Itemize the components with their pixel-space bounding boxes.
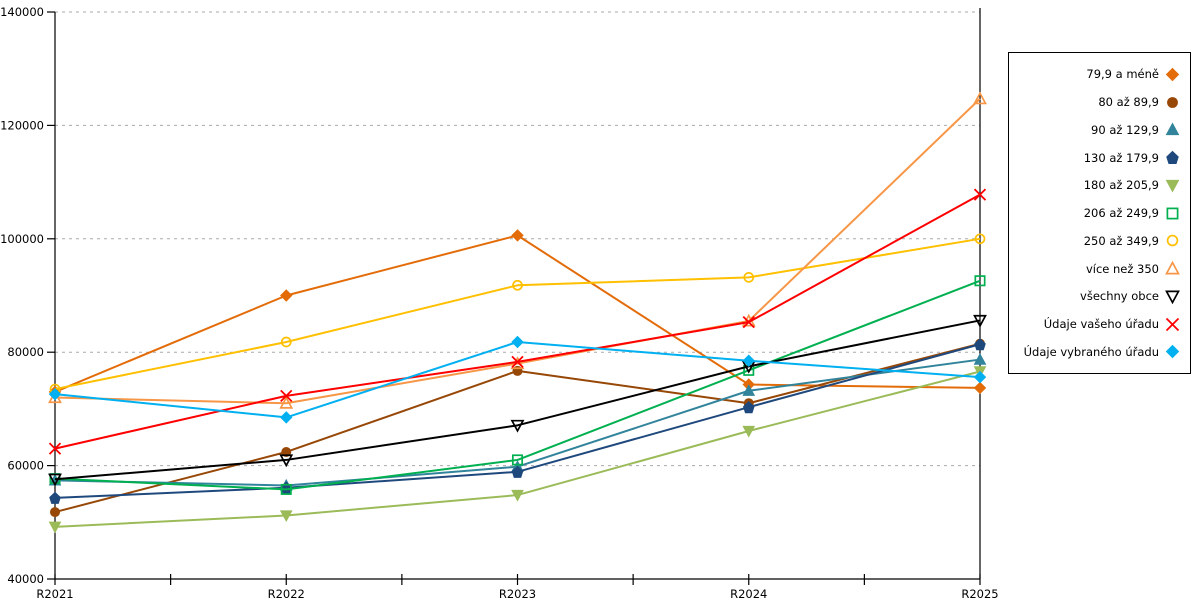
y-tick-label: 60000: [7, 459, 44, 473]
data-point-marker: [280, 336, 292, 348]
data-point-marker: [510, 419, 525, 433]
y-tick-label: 140000: [0, 5, 44, 19]
data-point-marker: [512, 279, 523, 291]
data-point-marker: [280, 481, 293, 494]
triangle-down-marker-icon: [1165, 179, 1180, 193]
axes: 40000 60000 80000 100000 120000 140000 R2021 R2…: [0, 5, 999, 600]
data-point-marker: [511, 489, 524, 502]
series-9: [48, 188, 987, 455]
series-line: [54, 279, 981, 491]
data-point-marker: [743, 271, 755, 283]
series-line: [54, 237, 981, 391]
legend-item-7: více než 350: [1009, 260, 1190, 277]
data-point-marker: [511, 335, 524, 349]
data-point-marker: [280, 411, 293, 424]
legend-item-9: Údaje vašeho úřadu: [1009, 316, 1190, 333]
data-point-marker: [973, 381, 987, 395]
legend-item-label: více než 350: [1085, 261, 1159, 276]
data-point-marker: [742, 354, 755, 367]
data-point-marker: [48, 387, 62, 401]
legend-item-0: 79,9 a méně: [1009, 66, 1190, 83]
x-tick-label: R2022: [268, 587, 305, 600]
data-point-marker: [974, 275, 986, 287]
data-point-marker: [742, 316, 755, 329]
data-point-marker: [280, 289, 293, 302]
data-point-marker: [974, 233, 986, 245]
data-point-marker: [973, 188, 987, 201]
circle-marker-icon: [1167, 96, 1178, 108]
legend: 79,9 a méně 80 až 89,9 90 až 129,9 130 až 1…: [1008, 52, 1191, 374]
data-point-marker: [49, 507, 61, 518]
triangle-up-marker-icon: [1165, 122, 1180, 136]
data-point-marker: [511, 355, 524, 368]
legend-item-2: 90 až 129,9: [1009, 121, 1190, 138]
x-tick-label: R2021: [36, 587, 73, 600]
data-point-marker: [973, 370, 987, 384]
series-10: [48, 335, 987, 424]
data-point-marker: [280, 483, 292, 495]
data-point-marker: [279, 510, 293, 523]
series-3: [49, 338, 986, 504]
pentagon-marker-icon: [1166, 150, 1179, 164]
legend-item-label: 180 až 205,9: [1083, 178, 1159, 193]
data-point-marker: [279, 454, 294, 468]
y-tick-label: 100000: [0, 232, 44, 246]
legend-item-4: 180 až 205,9: [1009, 177, 1190, 194]
legend-item-label: 206 až 249,9: [1083, 206, 1159, 220]
x-tick-label: R2025: [961, 587, 998, 600]
legend-item-10: Údaje vybraného úřadu: [1009, 343, 1190, 360]
x-tick-label: R2023: [499, 587, 536, 600]
data-point-marker: [742, 425, 756, 438]
series-6: [49, 233, 986, 395]
series-line: [54, 370, 981, 528]
data-point-marker: [973, 314, 987, 328]
y-tick-label: 120000: [0, 118, 44, 132]
legend-item-6: 250 až 349,9: [1009, 232, 1190, 249]
legend-item-label: 90 až 129,9: [1091, 122, 1159, 137]
diamond-marker-icon: [1165, 67, 1180, 81]
triangle-down-marker-icon: [1165, 290, 1180, 305]
data-point-marker: [48, 442, 62, 455]
series-4: [48, 366, 987, 534]
data-point-marker: [48, 521, 62, 534]
legend-item-label: Údaje vašeho úřadu: [1043, 317, 1159, 331]
square-marker-icon: [1166, 207, 1179, 219]
y-tick-label: 80000: [7, 345, 44, 359]
legend-item-3: 130 až 179,9: [1009, 149, 1190, 166]
series-line: [54, 319, 981, 481]
x-marker-icon: [1165, 317, 1180, 331]
circle-marker-icon: [1166, 234, 1179, 247]
legend-item-8: všechny obce: [1009, 288, 1190, 305]
legend-item-label: 79,9 a méně: [1086, 67, 1159, 82]
data-point-marker: [48, 473, 62, 487]
data-point-marker: [280, 389, 293, 402]
legend-item-label: všechny obce: [1080, 289, 1159, 304]
data-point-marker: [973, 353, 987, 365]
data-point-marker: [279, 395, 294, 409]
data-point-marker: [511, 465, 524, 478]
legend-item-label: 250 až 349,9: [1083, 233, 1159, 248]
legend-item-label: Údaje vybraného úřadu: [1023, 344, 1159, 359]
series-line: [54, 98, 981, 405]
data-point-marker: [281, 446, 292, 458]
triangle-up-marker-icon: [1165, 260, 1180, 275]
data-point-marker: [511, 229, 524, 242]
legend-item-label: 80 až 89,9: [1098, 95, 1159, 109]
legend-item-1: 80 až 89,9: [1009, 94, 1190, 111]
legend-item-label: 130 až 179,9: [1083, 150, 1159, 165]
data-point-marker: [742, 401, 755, 414]
legend-item-5: 206 až 249,9: [1009, 205, 1190, 222]
y-tick-label: 40000: [7, 572, 44, 586]
data-point-marker: [49, 491, 61, 504]
data-point-marker: [511, 454, 524, 466]
data-point-marker: [974, 338, 986, 351]
data-point-marker: [973, 91, 987, 105]
diamond-marker-icon: [1165, 345, 1180, 359]
x-tick-label: R2024: [730, 587, 767, 600]
data-point-marker: [742, 384, 756, 396]
